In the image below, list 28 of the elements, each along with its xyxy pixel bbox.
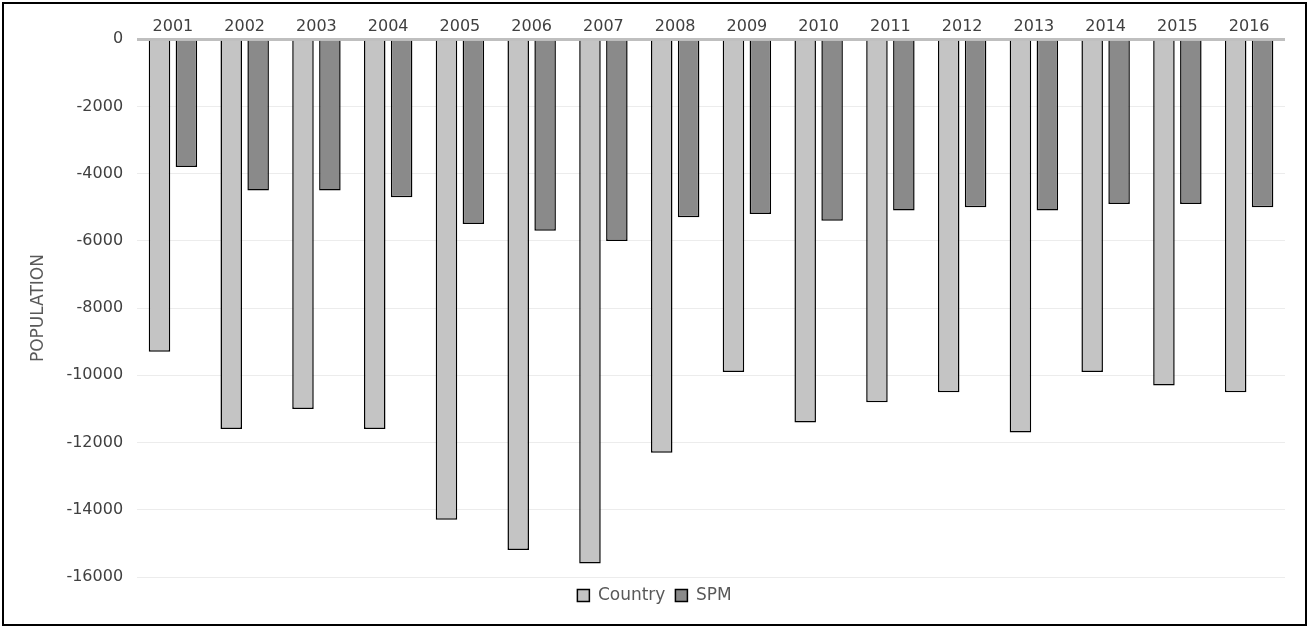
y-tick-label: -12000 bbox=[66, 431, 124, 451]
x-tick-label: 2008 bbox=[654, 15, 696, 35]
x-tick-label: 2016 bbox=[1228, 15, 1270, 35]
x-tick-label: 2009 bbox=[726, 15, 768, 35]
y-tick-label: -16000 bbox=[66, 566, 124, 586]
y-axis-title: POPULATION bbox=[26, 254, 47, 363]
x-tick-label: 2013 bbox=[1013, 15, 1055, 35]
x-tick-label: 2012 bbox=[941, 15, 983, 35]
x-tick-label: 2003 bbox=[296, 15, 337, 35]
y-tick-label: -10000 bbox=[66, 364, 124, 384]
x-tick-label: 2001 bbox=[152, 15, 194, 35]
legend-label: Country bbox=[597, 583, 666, 604]
x-tick-label: 2015 bbox=[1157, 15, 1198, 35]
x-tick-label: 2004 bbox=[367, 15, 409, 35]
legend-label: SPM bbox=[695, 583, 732, 604]
y-tick-label: 0 bbox=[112, 28, 124, 48]
x-tick-label: 2006 bbox=[511, 15, 553, 35]
y-tick-label: -8000 bbox=[76, 297, 124, 317]
x-tick-label: 2007 bbox=[583, 15, 624, 35]
y-tick-label: -2000 bbox=[76, 95, 124, 115]
x-tick-label: 2014 bbox=[1085, 15, 1126, 35]
y-tick-label: -6000 bbox=[76, 230, 124, 250]
x-tick-label: 2002 bbox=[224, 15, 266, 35]
y-tick-label: -4000 bbox=[76, 162, 124, 182]
x-tick-label: 2010 bbox=[798, 15, 840, 35]
y-tick-label: -14000 bbox=[66, 498, 124, 518]
x-tick-label: 2005 bbox=[439, 15, 481, 35]
x-tick-label: 2011 bbox=[870, 15, 911, 35]
